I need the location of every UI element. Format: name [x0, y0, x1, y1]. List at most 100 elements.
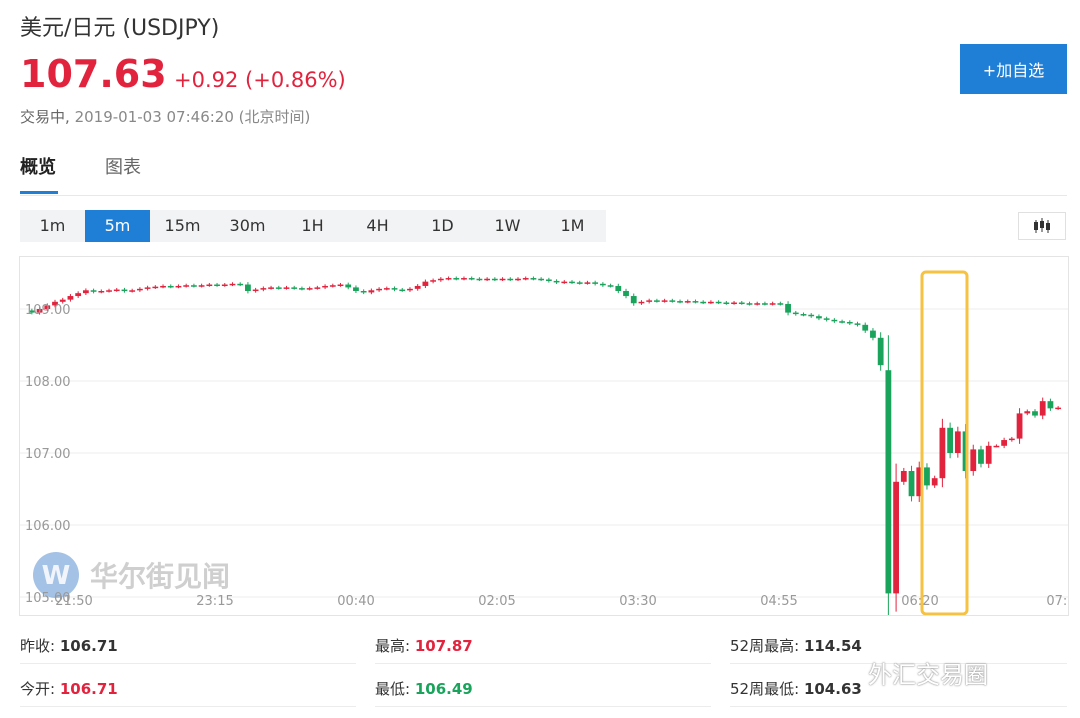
candle-body: [1039, 401, 1046, 416]
stat-label: 最高:: [375, 637, 411, 655]
stat-label: 最低:: [375, 680, 411, 698]
candle-body: [599, 283, 606, 286]
y-tick-label: 106.00: [25, 519, 71, 534]
candle-body: [653, 300, 660, 302]
period-1m[interactable]: 1m: [39, 216, 66, 235]
candle-body: [198, 285, 205, 287]
tab-overview[interactable]: 概览: [20, 156, 58, 194]
x-tick-label: 02:05: [478, 594, 515, 609]
candle-body: [237, 283, 244, 286]
add-watchlist-button[interactable]: +加自选: [960, 44, 1067, 94]
candle-body: [893, 481, 899, 594]
candle-body: [762, 303, 768, 305]
period-15m[interactable]: 15m: [164, 216, 201, 235]
candle-body: [430, 280, 437, 282]
candle-body: [900, 471, 907, 482]
candle-body: [839, 321, 845, 323]
candle-body: [90, 290, 97, 292]
watermark-text: 华尔街见闻: [90, 560, 230, 593]
candle-body: [414, 285, 421, 289]
candle-body: [700, 301, 707, 304]
candle-body: [746, 303, 753, 305]
candle-body: [576, 282, 583, 284]
candle-body: [916, 467, 923, 497]
candle-body: [260, 288, 267, 290]
candle-body: [306, 288, 313, 290]
candle-body: [854, 323, 861, 325]
candle-body: [353, 287, 359, 291]
stat-label: 52周最高:: [730, 637, 800, 655]
candle-body: [522, 278, 529, 280]
stat-value: 106.71: [59, 637, 118, 655]
candle-body: [630, 296, 637, 304]
stat-open: 今开: 106.71: [20, 671, 356, 707]
candle-body: [885, 370, 892, 594]
candle-body: [445, 278, 452, 280]
candle-body: [993, 445, 1000, 448]
candle-body: [322, 285, 328, 288]
candle-body: [468, 278, 475, 280]
watermark-logo-icon: [33, 552, 79, 598]
x-tick-label: 21:50: [55, 594, 92, 609]
candle-body: [831, 319, 838, 322]
candle-body: [136, 288, 143, 291]
stat-label: 今开:: [20, 680, 56, 698]
stat-label: 昨收:: [20, 637, 56, 655]
candle-body: [422, 281, 429, 286]
status-timestamp: 2019-01-03 07:46:20 (北京时间): [74, 108, 311, 126]
candle-body: [1047, 401, 1054, 409]
period-1w[interactable]: 1W: [494, 216, 521, 235]
candle-body: [623, 291, 629, 297]
y-tick-label: 108.00: [25, 375, 71, 390]
period-4h[interactable]: 4H: [366, 216, 389, 235]
candle-body: [924, 467, 930, 486]
period-5m[interactable]: 5m: [85, 210, 150, 242]
wechat-watermark: 外汇交易圈: [868, 661, 988, 689]
candle-body: [268, 287, 274, 289]
candle-body: [530, 278, 537, 280]
candle-body: [816, 316, 822, 319]
candle-body: [1016, 413, 1023, 439]
period-30m[interactable]: 30m: [229, 216, 266, 235]
candle-body: [1001, 440, 1008, 446]
candle-body: [175, 285, 182, 288]
candle-body: [723, 302, 730, 305]
candle-body: [669, 300, 676, 302]
period-1d[interactable]: 1D: [431, 216, 454, 235]
y-tick-label: 107.00: [25, 447, 71, 462]
candle-body: [862, 324, 869, 331]
candlestick-icon: [1034, 218, 1050, 233]
candle-body: [499, 278, 506, 281]
candle-body: [59, 299, 66, 302]
candle-body: [368, 290, 375, 293]
candle-body: [337, 284, 344, 287]
candle-body: [970, 449, 977, 471]
x-tick-label: 06:20: [901, 594, 938, 609]
stat-label: 52周最低:: [730, 680, 800, 698]
price-chart[interactable]: W 华尔街见闻 105.00 106.00 107.00 108.00 109.00 21…: [19, 256, 1069, 616]
candle-body: [800, 314, 807, 316]
watermark-layer: W 华尔街见闻: [33, 552, 230, 598]
candle-body: [391, 288, 398, 290]
candle-body: [44, 305, 51, 309]
candle-body: [67, 296, 74, 300]
stat-52w-high: 52周最高: 114.54: [730, 628, 1067, 664]
candle-body: [206, 284, 213, 287]
candle-body: [283, 287, 290, 289]
stat-value: 114.54: [803, 637, 862, 655]
candle-body: [314, 287, 321, 289]
candle-body: [191, 285, 197, 287]
candle-body: [538, 278, 545, 281]
period-1h[interactable]: 1H: [301, 216, 324, 235]
tab-chart[interactable]: 图表: [105, 157, 141, 178]
chart-type-toggle[interactable]: [1018, 212, 1066, 240]
candle-body: [754, 303, 761, 305]
period-1mo[interactable]: 1M: [560, 216, 585, 235]
stat-52w-low: 52周最低: 104.63: [730, 671, 1067, 707]
stat-high: 最高: 107.87: [375, 628, 711, 664]
candle-body: [245, 284, 251, 291]
candle-body: [221, 284, 228, 287]
highlight-box: [920, 270, 969, 615]
y-tick-label: 105.00: [25, 591, 71, 606]
axis-layer: 105.00 106.00 107.00 108.00 109.00 21:50 23:15…: [25, 303, 1068, 609]
